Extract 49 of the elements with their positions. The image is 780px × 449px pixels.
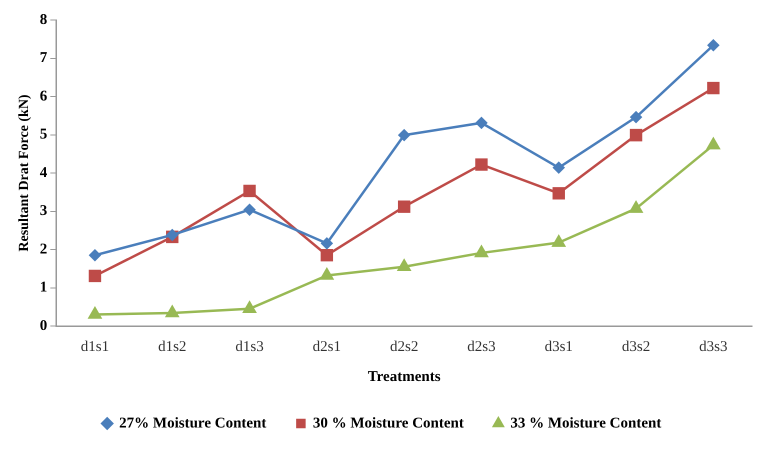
- y-tick-label: 5: [40, 126, 48, 143]
- x-tick-label: d1s1: [80, 338, 110, 355]
- point: [553, 162, 564, 174]
- point: [398, 200, 410, 213]
- point: [88, 270, 102, 282]
- x-tick-label: d2s1: [312, 338, 342, 355]
- point: [476, 117, 488, 129]
- point: [321, 238, 333, 250]
- point: [475, 158, 488, 171]
- y-axis-title: Resultant Drat Force (kN): [17, 94, 32, 252]
- point: [320, 268, 334, 280]
- y-tick-label: 3: [40, 203, 48, 220]
- x-tick-label: d2s2: [390, 338, 418, 355]
- point: [630, 128, 642, 142]
- point: [166, 306, 179, 318]
- point: [630, 111, 642, 123]
- point: [89, 249, 101, 261]
- point: [166, 229, 178, 241]
- legend-label: 30 % Moisture Content: [312, 415, 464, 432]
- legend-label: 33 % Moisture Content: [510, 415, 662, 432]
- y-tick-label: 0: [40, 318, 48, 334]
- point: [552, 235, 566, 247]
- point: [706, 138, 720, 150]
- point: [243, 184, 256, 198]
- y-tick-label: 8: [40, 12, 48, 28]
- x-tick-label: d1s2: [158, 338, 186, 355]
- legend-label: 27% Moisture Content: [119, 415, 266, 432]
- x-axis-title: Treatments: [368, 368, 441, 385]
- point: [708, 39, 720, 51]
- point: [398, 259, 411, 271]
- y-tick-label: 1: [40, 280, 48, 296]
- y-tick-label: 2: [40, 241, 48, 258]
- x-tick-label: d1s3: [235, 338, 264, 355]
- x-tick-label: d3s3: [699, 338, 728, 355]
- point: [552, 187, 565, 200]
- point: [707, 82, 720, 94]
- x-tick-label: d2s3: [467, 338, 496, 355]
- y-tick-label: 7: [40, 50, 48, 66]
- point: [398, 129, 410, 141]
- point: [88, 307, 102, 319]
- point: [243, 302, 256, 314]
- x-tick-label: d3s1: [544, 338, 573, 355]
- point: [475, 246, 488, 258]
- point: [320, 249, 334, 262]
- x-tick-label: d3s2: [622, 338, 650, 355]
- point: [244, 204, 256, 216]
- y-tick-label: 6: [40, 88, 48, 104]
- y-tick-label: 4: [40, 164, 48, 181]
- point: [630, 201, 642, 213]
